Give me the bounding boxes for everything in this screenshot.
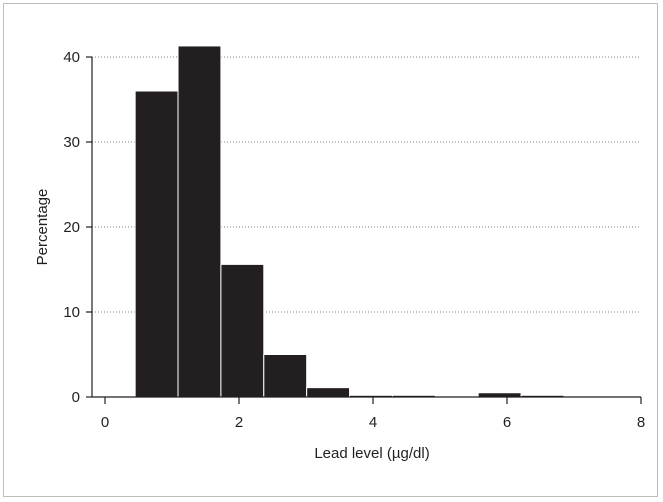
y-tick-label-40: 40 (63, 49, 80, 66)
x-axis-label: Lead level (µg/dl) (314, 445, 429, 462)
y-tick-label-0: 0 (72, 389, 80, 406)
histogram-bar-1 (134, 90, 179, 398)
histogram-bar-4 (263, 354, 308, 398)
x-tick-labels: 0 2 4 6 8 (101, 397, 645, 431)
x-tick-label-8: 8 (637, 414, 645, 431)
histogram-bar-5 (306, 387, 351, 398)
y-tick-label-30: 30 (63, 134, 80, 151)
x-tick-label-4: 4 (369, 414, 377, 431)
histogram-bar-2 (177, 45, 222, 398)
histogram-bar-9 (477, 392, 522, 398)
y-tick-label-10: 10 (63, 304, 80, 321)
x-tick-label-6: 6 (503, 414, 511, 431)
y-tick-labels: 0 10 20 30 40 (63, 49, 92, 406)
histogram-bars (134, 45, 565, 398)
x-tick-label-2: 2 (235, 414, 243, 431)
y-tick-label-20: 20 (63, 219, 80, 236)
y-axis-label: Percentage (34, 189, 51, 266)
histogram-bar-3 (220, 263, 265, 398)
chart-frame (3, 3, 658, 497)
x-tick-label-0: 0 (101, 414, 109, 431)
